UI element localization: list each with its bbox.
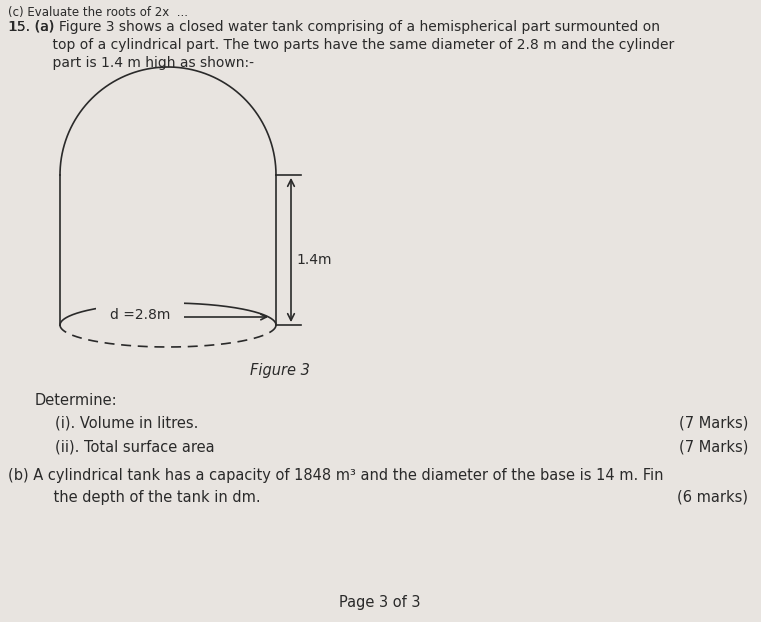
Text: the depth of the tank in dm.: the depth of the tank in dm. xyxy=(35,490,260,505)
Text: top of a cylindrical part. The two parts have the same diameter of 2.8 m and the: top of a cylindrical part. The two parts… xyxy=(35,38,674,52)
Text: (7 Marks): (7 Marks) xyxy=(679,415,748,430)
Text: (6 marks): (6 marks) xyxy=(677,490,748,505)
Text: 1.4m: 1.4m xyxy=(296,253,332,267)
Text: d =2.8m: d =2.8m xyxy=(110,308,170,322)
Text: part is 1.4 m high as shown:-: part is 1.4 m high as shown:- xyxy=(35,56,254,70)
Text: 15. (a): 15. (a) xyxy=(8,20,54,34)
Text: (b) A cylindrical tank has a capacity of 1848 m³ and the diameter of the base is: (b) A cylindrical tank has a capacity of… xyxy=(8,468,664,483)
Text: (7 Marks): (7 Marks) xyxy=(679,439,748,454)
Text: (ii). Total surface area: (ii). Total surface area xyxy=(55,439,215,454)
Text: (i). Volume in litres.: (i). Volume in litres. xyxy=(55,415,199,430)
Text: (c) Evaluate the roots of 2x  ...: (c) Evaluate the roots of 2x ... xyxy=(8,6,188,19)
Text: 15.: 15. xyxy=(8,20,30,34)
Text: (a) Figure 3 shows a closed water tank comprising of a hemispherical part surmou: (a) Figure 3 shows a closed water tank c… xyxy=(35,20,660,34)
Text: Figure 3: Figure 3 xyxy=(250,363,310,378)
Text: Determine:: Determine: xyxy=(35,393,118,408)
Text: Page 3 of 3: Page 3 of 3 xyxy=(339,595,421,610)
